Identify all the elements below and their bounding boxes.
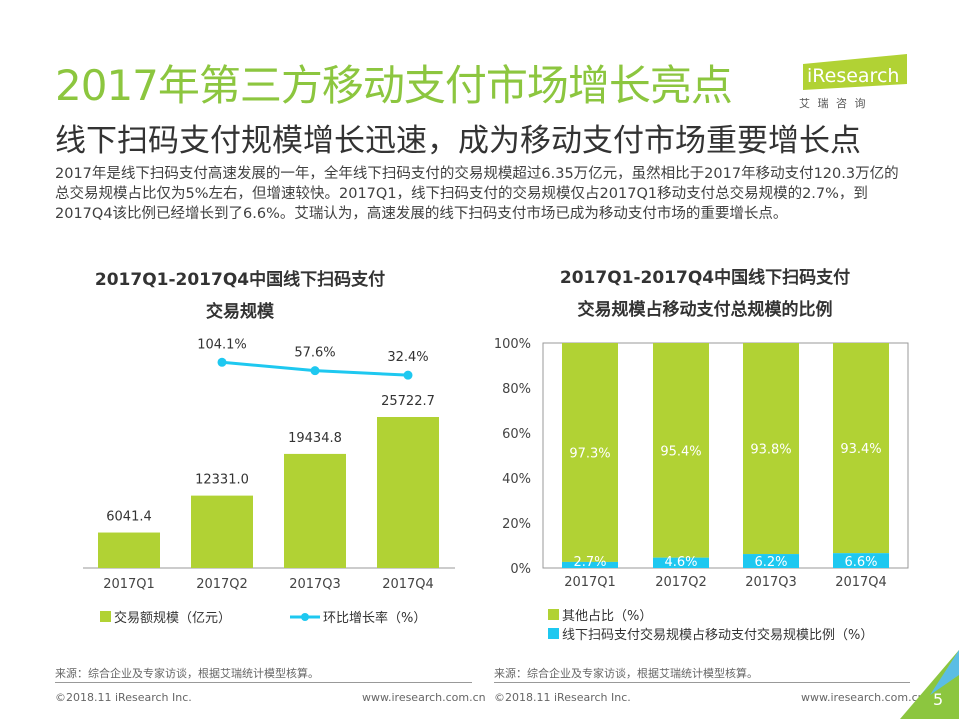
bar-label: 6041.4 xyxy=(106,510,152,525)
bar xyxy=(191,495,253,568)
y-tick-label: 0% xyxy=(510,562,531,577)
legend-share: 线下扫码支付交易规模占移动支付交易规模比例（%） xyxy=(548,624,873,643)
copyright: ©2018.11 iResearch Inc. xyxy=(494,691,631,704)
bar xyxy=(377,417,439,568)
bar-share-label: 4.6% xyxy=(664,555,697,570)
divider xyxy=(494,682,910,683)
legend-swatch-cyan xyxy=(548,628,559,639)
bar-other-label: 95.4% xyxy=(660,444,701,459)
right-chart: 0% 20% 40% 60% 80% 100% 97.3% 2.7% 2017Q1 95.4% 4.… xyxy=(494,337,909,590)
bar xyxy=(98,532,160,568)
bar-other xyxy=(743,343,799,555)
bar-other-label: 93.8% xyxy=(750,443,791,458)
svg-text:艾 瑞 咨 询: 艾 瑞 咨 询 xyxy=(799,96,868,110)
right-chart-title-line1: 2017Q1-2017Q4中国线下扫码支付 xyxy=(559,268,851,288)
corner-decoration xyxy=(900,650,959,719)
x-tick-label: 2017Q1 xyxy=(564,575,616,590)
legend-other: 其他占比（%） xyxy=(548,605,652,624)
bar-other-label: 97.3% xyxy=(569,446,610,461)
left-chart-title-line1: 2017Q1-2017Q4中国线下扫码支付 xyxy=(94,270,386,290)
iresearch-logo: iResearch 艾 瑞 咨 询 xyxy=(795,52,910,112)
bar-share xyxy=(562,561,618,568)
page-subtitle: 线下扫码支付规模增长迅速，成为移动支付市场重要增长点 xyxy=(55,123,861,159)
right-chart-title: 2017Q1-2017Q4中国线下扫码支付 交易规模占移动支付总规模的比例 xyxy=(500,262,910,326)
bar-label: 19434.8 xyxy=(288,431,342,446)
bar-share xyxy=(833,553,889,568)
bar-share xyxy=(743,554,799,568)
y-tick-label: 100% xyxy=(494,337,531,352)
left-chart-title-line2: 交易规模 xyxy=(206,302,274,322)
legend-bar: 交易额规模（亿元） xyxy=(100,607,231,626)
growth-point xyxy=(310,366,320,376)
plot-frame xyxy=(542,342,909,569)
x-tick-label: 2017Q3 xyxy=(289,577,341,592)
left-chart: 6041.4 2017Q1 12331.0 2017Q2 19434.8 2017Q3 25… xyxy=(83,337,455,592)
bar xyxy=(284,453,346,568)
bar-other xyxy=(562,343,618,562)
growth-point xyxy=(217,357,227,367)
right-chart-title-line2: 交易规模占移动支付总规模的比例 xyxy=(577,300,833,320)
legend-label: 交易额规模（亿元） xyxy=(114,611,232,626)
x-tick-label: 2017Q1 xyxy=(103,577,155,592)
bar-share-label: 6.6% xyxy=(844,555,877,570)
growth-label: 104.1% xyxy=(197,337,247,352)
website: www.iresearch.com.cn xyxy=(801,691,925,704)
page-title: 2017年第三方移动支付市场增长亮点 xyxy=(55,61,733,110)
bar-label: 12331.0 xyxy=(195,473,249,488)
body-text: 2017年是线下扫码支付高速发展的一年，全年线下扫码支付的交易规模超过6.35万… xyxy=(55,166,899,222)
divider xyxy=(55,682,472,683)
legend-label: 环比增长率（%） xyxy=(323,611,427,626)
growth-label: 57.6% xyxy=(294,346,335,361)
bar-share-label: 2.7% xyxy=(573,555,606,570)
x-tick-label: 2017Q2 xyxy=(196,577,248,592)
copyright: ©2018.11 iResearch Inc. xyxy=(55,691,192,704)
growth-label: 32.4% xyxy=(387,350,428,365)
x-tick-label: 2017Q2 xyxy=(655,575,707,590)
x-tick-label: 2017Q3 xyxy=(745,575,797,590)
y-tick-label: 20% xyxy=(502,517,531,532)
svg-text:iResearch: iResearch xyxy=(807,65,899,87)
page-number: 5 xyxy=(933,690,944,709)
bar-share xyxy=(653,557,709,568)
bar-other-label: 93.4% xyxy=(840,442,881,457)
bar-label: 25722.7 xyxy=(381,394,435,409)
legend-swatch-green xyxy=(100,611,111,622)
legend-line: 环比增长率（%） xyxy=(290,607,426,626)
legend-swatch-green xyxy=(548,609,559,620)
legend-label: 其他占比（%） xyxy=(562,609,653,624)
y-tick-label: 40% xyxy=(502,472,531,487)
y-tick-label: 60% xyxy=(502,427,531,442)
legend-line-icon xyxy=(290,612,320,621)
left-chart-title: 2017Q1-2017Q4中国线下扫码支付 交易规模 xyxy=(60,264,420,328)
x-tick-label: 2017Q4 xyxy=(835,575,887,590)
legend-label: 线下扫码支付交易规模占移动支付交易规模比例（%） xyxy=(562,628,874,643)
website: www.iresearch.com.cn xyxy=(362,691,486,704)
source-note-left: 来源：综合企业及专家访谈，根据艾瑞统计模型核算。 xyxy=(55,667,319,680)
source-note-right: 来源：综合企业及专家访谈，根据艾瑞统计模型核算。 xyxy=(494,667,758,680)
bar-other xyxy=(833,343,889,554)
x-tick-label: 2017Q4 xyxy=(382,577,434,592)
growth-point xyxy=(403,370,413,380)
y-tick-label: 80% xyxy=(502,382,531,397)
bar-share-label: 6.2% xyxy=(754,555,787,570)
bar-other xyxy=(653,343,709,558)
